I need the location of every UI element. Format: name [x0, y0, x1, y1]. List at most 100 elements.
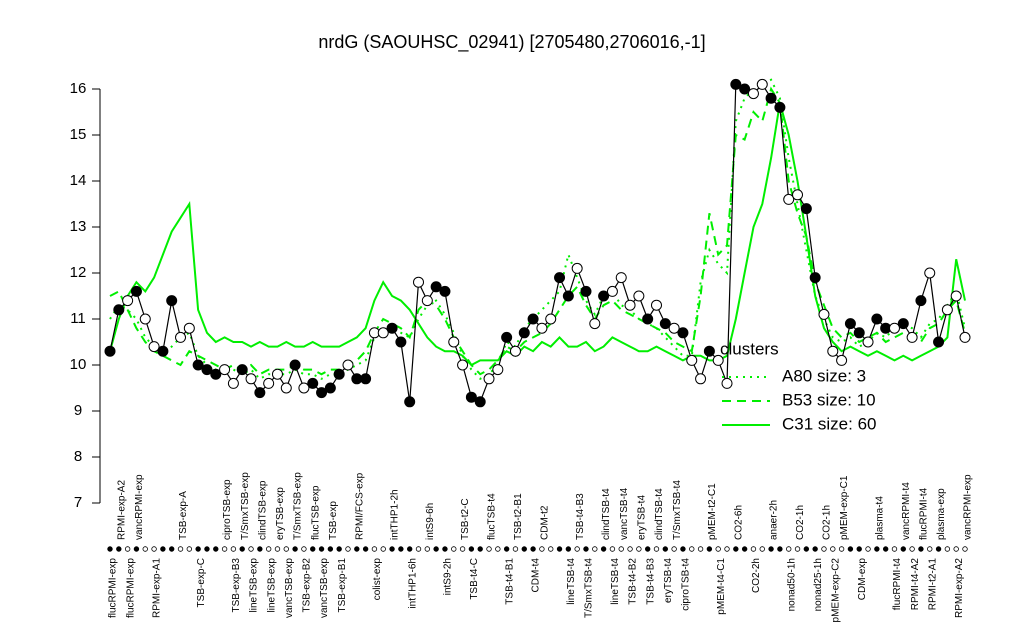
rug-dot: [186, 546, 193, 552]
x-tick-label: pMEM-t4-C1: [716, 558, 727, 615]
x-tick-label: vancRPMI-t4: [901, 482, 912, 540]
data-point: [201, 364, 213, 376]
rug-dot: [503, 546, 510, 552]
y-tick-label: 9: [74, 402, 82, 419]
data-point: [148, 341, 160, 353]
data-point: [254, 387, 266, 399]
x-tick-label: TSB-t2-C: [460, 498, 471, 540]
x-tick-label: lineTSB-exp: [249, 558, 260, 613]
data-point: [465, 391, 477, 403]
x-tick-label: plasma-t4: [874, 496, 885, 540]
rug-dot: [221, 546, 228, 552]
x-tick-label: TSB-exp-B3: [231, 558, 242, 613]
rug-dot: [424, 546, 431, 552]
data-point: [941, 304, 953, 316]
rug-dot: [583, 546, 589, 552]
x-tick-label: CO2-6h: [733, 505, 744, 540]
data-point: [783, 193, 795, 205]
rug-dot: [204, 546, 210, 552]
data-point: [615, 272, 627, 284]
rug-dot: [107, 546, 113, 552]
x-tick-label: flucRPMI-exp: [125, 558, 136, 618]
x-tick-label: pMEM-t2-C1: [707, 483, 718, 540]
x-tick-label: CO2-1h: [822, 505, 833, 540]
data-point: [175, 331, 187, 343]
rug-dot: [671, 546, 677, 552]
cluster-line: [109, 86, 966, 376]
rug-dot: [345, 546, 351, 552]
x-tick-label: TSB-t4-C: [469, 558, 480, 600]
data-point: [166, 295, 178, 307]
rug-dot: [927, 546, 933, 552]
data-point: [792, 189, 804, 201]
x-tick-label: TSB-exp-B2: [302, 558, 313, 613]
x-tick-label: flucTSB-t4: [487, 493, 498, 540]
data-point: [430, 281, 442, 293]
rug-dot: [327, 546, 334, 552]
x-tick-label: RPMI-exp-A2: [954, 558, 965, 618]
cluster-line: [109, 102, 966, 367]
x-tick-label: TSB-exp-B1: [337, 558, 348, 613]
data-point: [836, 354, 848, 366]
x-tick-label: TSB-t4-B1: [504, 558, 515, 605]
data-point: [324, 382, 336, 394]
x-tick-label: TSB-t4-B2: [628, 558, 639, 605]
data-point: [915, 295, 927, 307]
data-point: [492, 364, 504, 376]
rug-dot: [750, 546, 757, 552]
data-point: [739, 83, 751, 95]
data-point: [104, 345, 116, 357]
data-point: [298, 382, 310, 394]
rug-dot: [239, 546, 245, 552]
data-point: [219, 364, 231, 376]
chart-title: nrdG (SAOUHSC_02941) [2705480,2706016,-1…: [318, 32, 705, 53]
rug-dot: [768, 546, 774, 552]
x-tick-label: vancRPMI-exp: [963, 474, 974, 540]
rug-dot: [257, 546, 263, 552]
x-tick-label: eryTSB-t4: [663, 558, 674, 603]
rug-dot: [169, 546, 175, 552]
x-tick-label: vancRPMI-exp: [134, 474, 145, 540]
data-point: [377, 327, 389, 339]
x-tick-label: clindTSB-exp: [257, 480, 268, 540]
data-point: [756, 78, 768, 90]
rug-dot: [124, 546, 131, 552]
x-tick-label: CO2-1h: [795, 505, 806, 540]
x-tick-label: intTHP1-6h: [407, 558, 418, 609]
data-point: [192, 359, 204, 371]
x-tick-label: colist-exp: [372, 558, 383, 601]
x-tick-label: ciproTSB-exp: [222, 479, 233, 540]
rug-dot: [803, 546, 810, 552]
x-tick-label: flucTSB-exp: [310, 485, 321, 540]
y-tick-label: 16: [70, 80, 87, 97]
data-point: [263, 377, 275, 389]
rug-dot: [618, 546, 624, 552]
data-point: [527, 313, 539, 325]
data-point: [227, 377, 239, 389]
x-tick-label: intS9-6h: [425, 503, 436, 540]
data-point: [774, 101, 786, 113]
data-point: [113, 304, 125, 316]
x-tick-label: T/SmxTSB-t4: [584, 558, 595, 618]
x-tick-label: lineTSB-t4: [566, 558, 577, 605]
data-point: [501, 331, 513, 343]
rug-dot: [821, 546, 827, 552]
data-point: [122, 295, 134, 307]
x-tick-label: pMEM-exp-C2: [830, 558, 841, 623]
data-point: [518, 327, 530, 339]
rug-dot: [891, 546, 898, 552]
data-point: [871, 313, 883, 325]
rug-dot: [909, 546, 915, 552]
x-tick-label: RPMI-t2-A1: [927, 558, 938, 611]
data-point: [677, 327, 689, 339]
x-tick-label: ciproTSB-t4: [681, 558, 692, 611]
data-point: [818, 308, 830, 320]
data-point: [589, 318, 601, 330]
data-point: [130, 285, 142, 297]
x-tick-label: clindTSB-t4: [601, 488, 612, 540]
rug-dot: [548, 546, 554, 552]
rug-dot: [318, 546, 325, 552]
data-point: [545, 313, 557, 325]
data-point: [950, 290, 962, 302]
